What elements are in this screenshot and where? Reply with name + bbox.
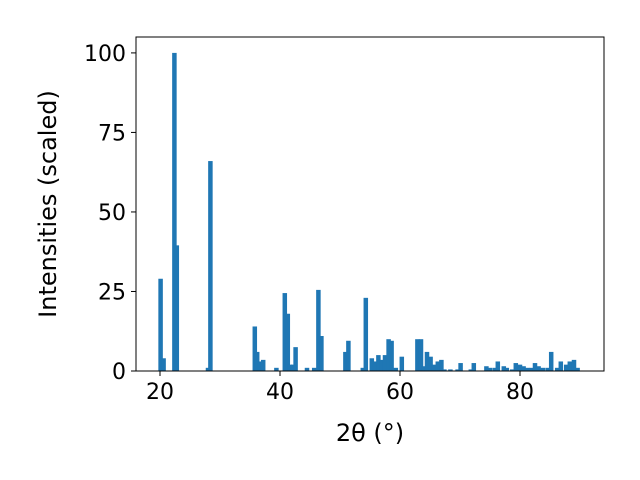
bar <box>509 369 515 371</box>
bar <box>418 339 424 371</box>
bar <box>360 367 366 371</box>
bar <box>468 369 474 371</box>
bar <box>567 361 573 371</box>
plot-frame <box>135 36 605 372</box>
bar <box>393 367 399 371</box>
y-tick-label: 75 <box>98 121 126 146</box>
bar <box>311 367 317 371</box>
x-tick-label: 40 <box>266 380 294 405</box>
bar <box>529 367 534 371</box>
bar <box>435 361 441 371</box>
bar <box>504 367 510 371</box>
bar <box>521 366 526 371</box>
bar <box>343 351 348 371</box>
bar <box>492 367 498 371</box>
bar <box>399 356 405 371</box>
bar <box>287 364 293 371</box>
bar <box>205 367 211 371</box>
bar <box>293 347 298 371</box>
x-tick-label: 60 <box>386 380 414 405</box>
bar <box>448 369 453 371</box>
y-tick-label: 0 <box>112 360 126 385</box>
bar <box>442 369 447 371</box>
bar <box>575 367 580 371</box>
y-tick-label: 50 <box>98 201 126 226</box>
bar <box>487 367 493 371</box>
bar <box>517 364 523 371</box>
y-axis-ticks: 0 25 50 75 100 <box>84 42 136 385</box>
bar <box>372 361 378 371</box>
bar <box>415 339 420 371</box>
bar <box>304 367 310 371</box>
bar <box>260 359 266 371</box>
bar-series <box>158 52 580 372</box>
bar <box>376 355 381 371</box>
bar <box>382 355 388 371</box>
y-axis-label: Intensities (scaled) <box>34 90 62 318</box>
bar <box>161 358 166 371</box>
bar <box>369 358 375 371</box>
bar <box>495 361 501 371</box>
bar <box>389 340 394 371</box>
x-axis-ticks: 20 40 60 80 <box>146 371 534 405</box>
bar <box>274 367 279 371</box>
bar <box>257 361 262 371</box>
bar <box>532 363 538 371</box>
bar <box>421 366 427 371</box>
bar <box>513 363 519 371</box>
bar <box>563 364 569 371</box>
bar <box>431 364 437 371</box>
bar <box>319 336 324 371</box>
bar <box>471 363 477 371</box>
bar <box>424 351 430 371</box>
bar <box>208 161 213 371</box>
bar <box>545 367 550 371</box>
bar <box>458 363 463 371</box>
bar <box>363 297 369 371</box>
bar <box>158 278 163 371</box>
bar <box>346 340 351 371</box>
bar <box>554 367 560 371</box>
bar <box>254 351 260 371</box>
x-tick-label: 20 <box>146 380 174 405</box>
bar <box>558 361 564 371</box>
bar <box>548 351 554 371</box>
bar <box>455 369 460 371</box>
bar <box>172 52 177 372</box>
bar <box>571 359 577 371</box>
bar <box>386 339 391 371</box>
x-tick-label: 80 <box>506 380 534 405</box>
bar <box>524 367 530 371</box>
bar <box>285 313 291 371</box>
y-tick-label: 100 <box>84 42 126 67</box>
bar <box>290 364 296 371</box>
bar <box>428 356 433 371</box>
x-axis-label: 2θ (°) <box>336 419 404 447</box>
bar <box>282 293 288 371</box>
bar <box>174 245 180 371</box>
bar <box>252 326 258 371</box>
bar <box>439 359 444 371</box>
bar <box>484 366 489 371</box>
bar <box>316 289 321 371</box>
y-tick-label: 25 <box>98 280 126 305</box>
bar <box>501 366 507 371</box>
bar <box>536 366 541 371</box>
bar <box>540 367 546 371</box>
bar <box>379 359 384 371</box>
